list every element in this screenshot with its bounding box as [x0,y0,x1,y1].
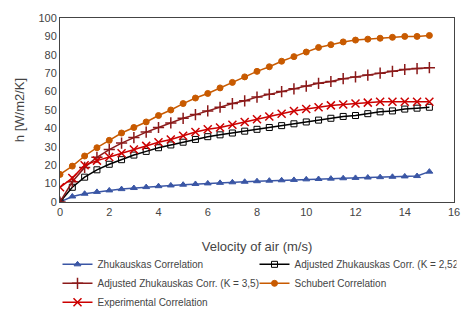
svg-text:60: 60 [45,85,57,97]
svg-text:0: 0 [57,206,63,218]
svg-text:50: 50 [45,104,57,116]
svg-text:10: 10 [45,177,57,189]
svg-text:80: 80 [45,49,57,61]
svg-text:90: 90 [45,30,57,42]
svg-text:70: 70 [45,67,57,79]
svg-text:Adjusted Zhukauskas Corr. (K =: Adjusted Zhukauskas Corr. (K = 3,5) [98,278,259,289]
svg-text:Schubert Correlation: Schubert Correlation [295,278,387,289]
svg-text:12: 12 [349,206,361,218]
svg-text:h [W/m2/K]: h [W/m2/K] [12,78,27,142]
svg-text:16: 16 [448,206,460,218]
svg-text:30: 30 [45,141,57,153]
svg-text:10: 10 [300,206,312,218]
svg-text:0: 0 [51,196,57,208]
svg-text:4: 4 [155,206,161,218]
svg-text:14: 14 [399,206,411,218]
svg-text:6: 6 [205,206,211,218]
svg-text:2: 2 [106,206,112,218]
svg-text:8: 8 [254,206,260,218]
svg-text:Experimental Correlation: Experimental Correlation [98,297,208,308]
svg-text:Velocity of air (m/s): Velocity of air (m/s) [202,239,313,254]
svg-text:20: 20 [45,159,57,171]
svg-text:100: 100 [38,12,56,24]
svg-text:Zhukauskas Correlation: Zhukauskas Correlation [98,259,204,270]
svg-text:40: 40 [45,122,57,134]
svg-text:Adjusted Zhukauskas Corr. (K =: Adjusted Zhukauskas Corr. (K = 2,52) [295,259,457,270]
